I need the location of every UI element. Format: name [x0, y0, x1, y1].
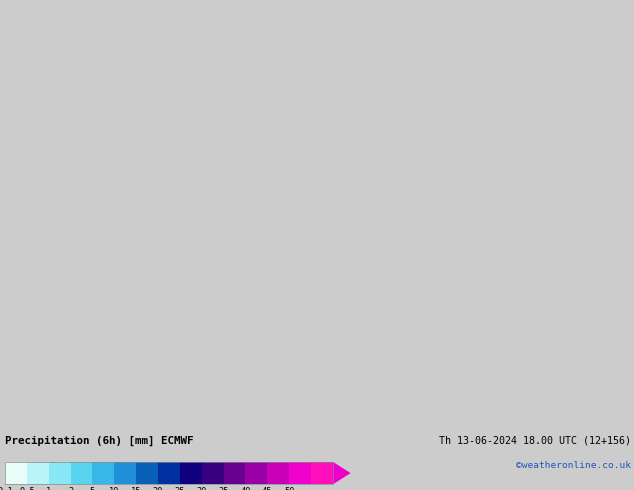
Polygon shape — [333, 462, 351, 484]
Text: 50: 50 — [284, 487, 294, 490]
Bar — [311, 462, 333, 484]
Text: 0.1: 0.1 — [0, 487, 13, 490]
Text: 35: 35 — [218, 487, 229, 490]
Text: 30: 30 — [197, 487, 207, 490]
Bar — [114, 462, 136, 484]
Text: 20: 20 — [153, 487, 164, 490]
Bar — [224, 462, 245, 484]
Bar — [136, 462, 158, 484]
Bar — [180, 462, 202, 484]
Text: Th 13-06-2024 18.00 UTC (12+156): Th 13-06-2024 18.00 UTC (12+156) — [439, 435, 631, 445]
Bar — [289, 462, 311, 484]
Text: 1: 1 — [46, 487, 51, 490]
Text: 5: 5 — [90, 487, 95, 490]
Bar — [70, 462, 93, 484]
Bar — [202, 462, 224, 484]
Bar — [268, 462, 289, 484]
Bar — [158, 462, 180, 484]
Text: 10: 10 — [109, 487, 120, 490]
Bar — [93, 462, 114, 484]
Text: 2: 2 — [68, 487, 74, 490]
Bar — [245, 462, 268, 484]
Text: Precipitation (6h) [mm] ECMWF: Precipitation (6h) [mm] ECMWF — [5, 435, 193, 445]
Text: 15: 15 — [131, 487, 141, 490]
Bar — [5, 462, 27, 484]
Text: 45: 45 — [262, 487, 273, 490]
Bar — [5, 462, 333, 484]
Text: 0.5: 0.5 — [19, 487, 35, 490]
Text: 40: 40 — [240, 487, 250, 490]
Text: 25: 25 — [174, 487, 185, 490]
Bar — [49, 462, 70, 484]
Text: ©weatheronline.co.uk: ©weatheronline.co.uk — [516, 461, 631, 470]
Bar — [27, 462, 49, 484]
